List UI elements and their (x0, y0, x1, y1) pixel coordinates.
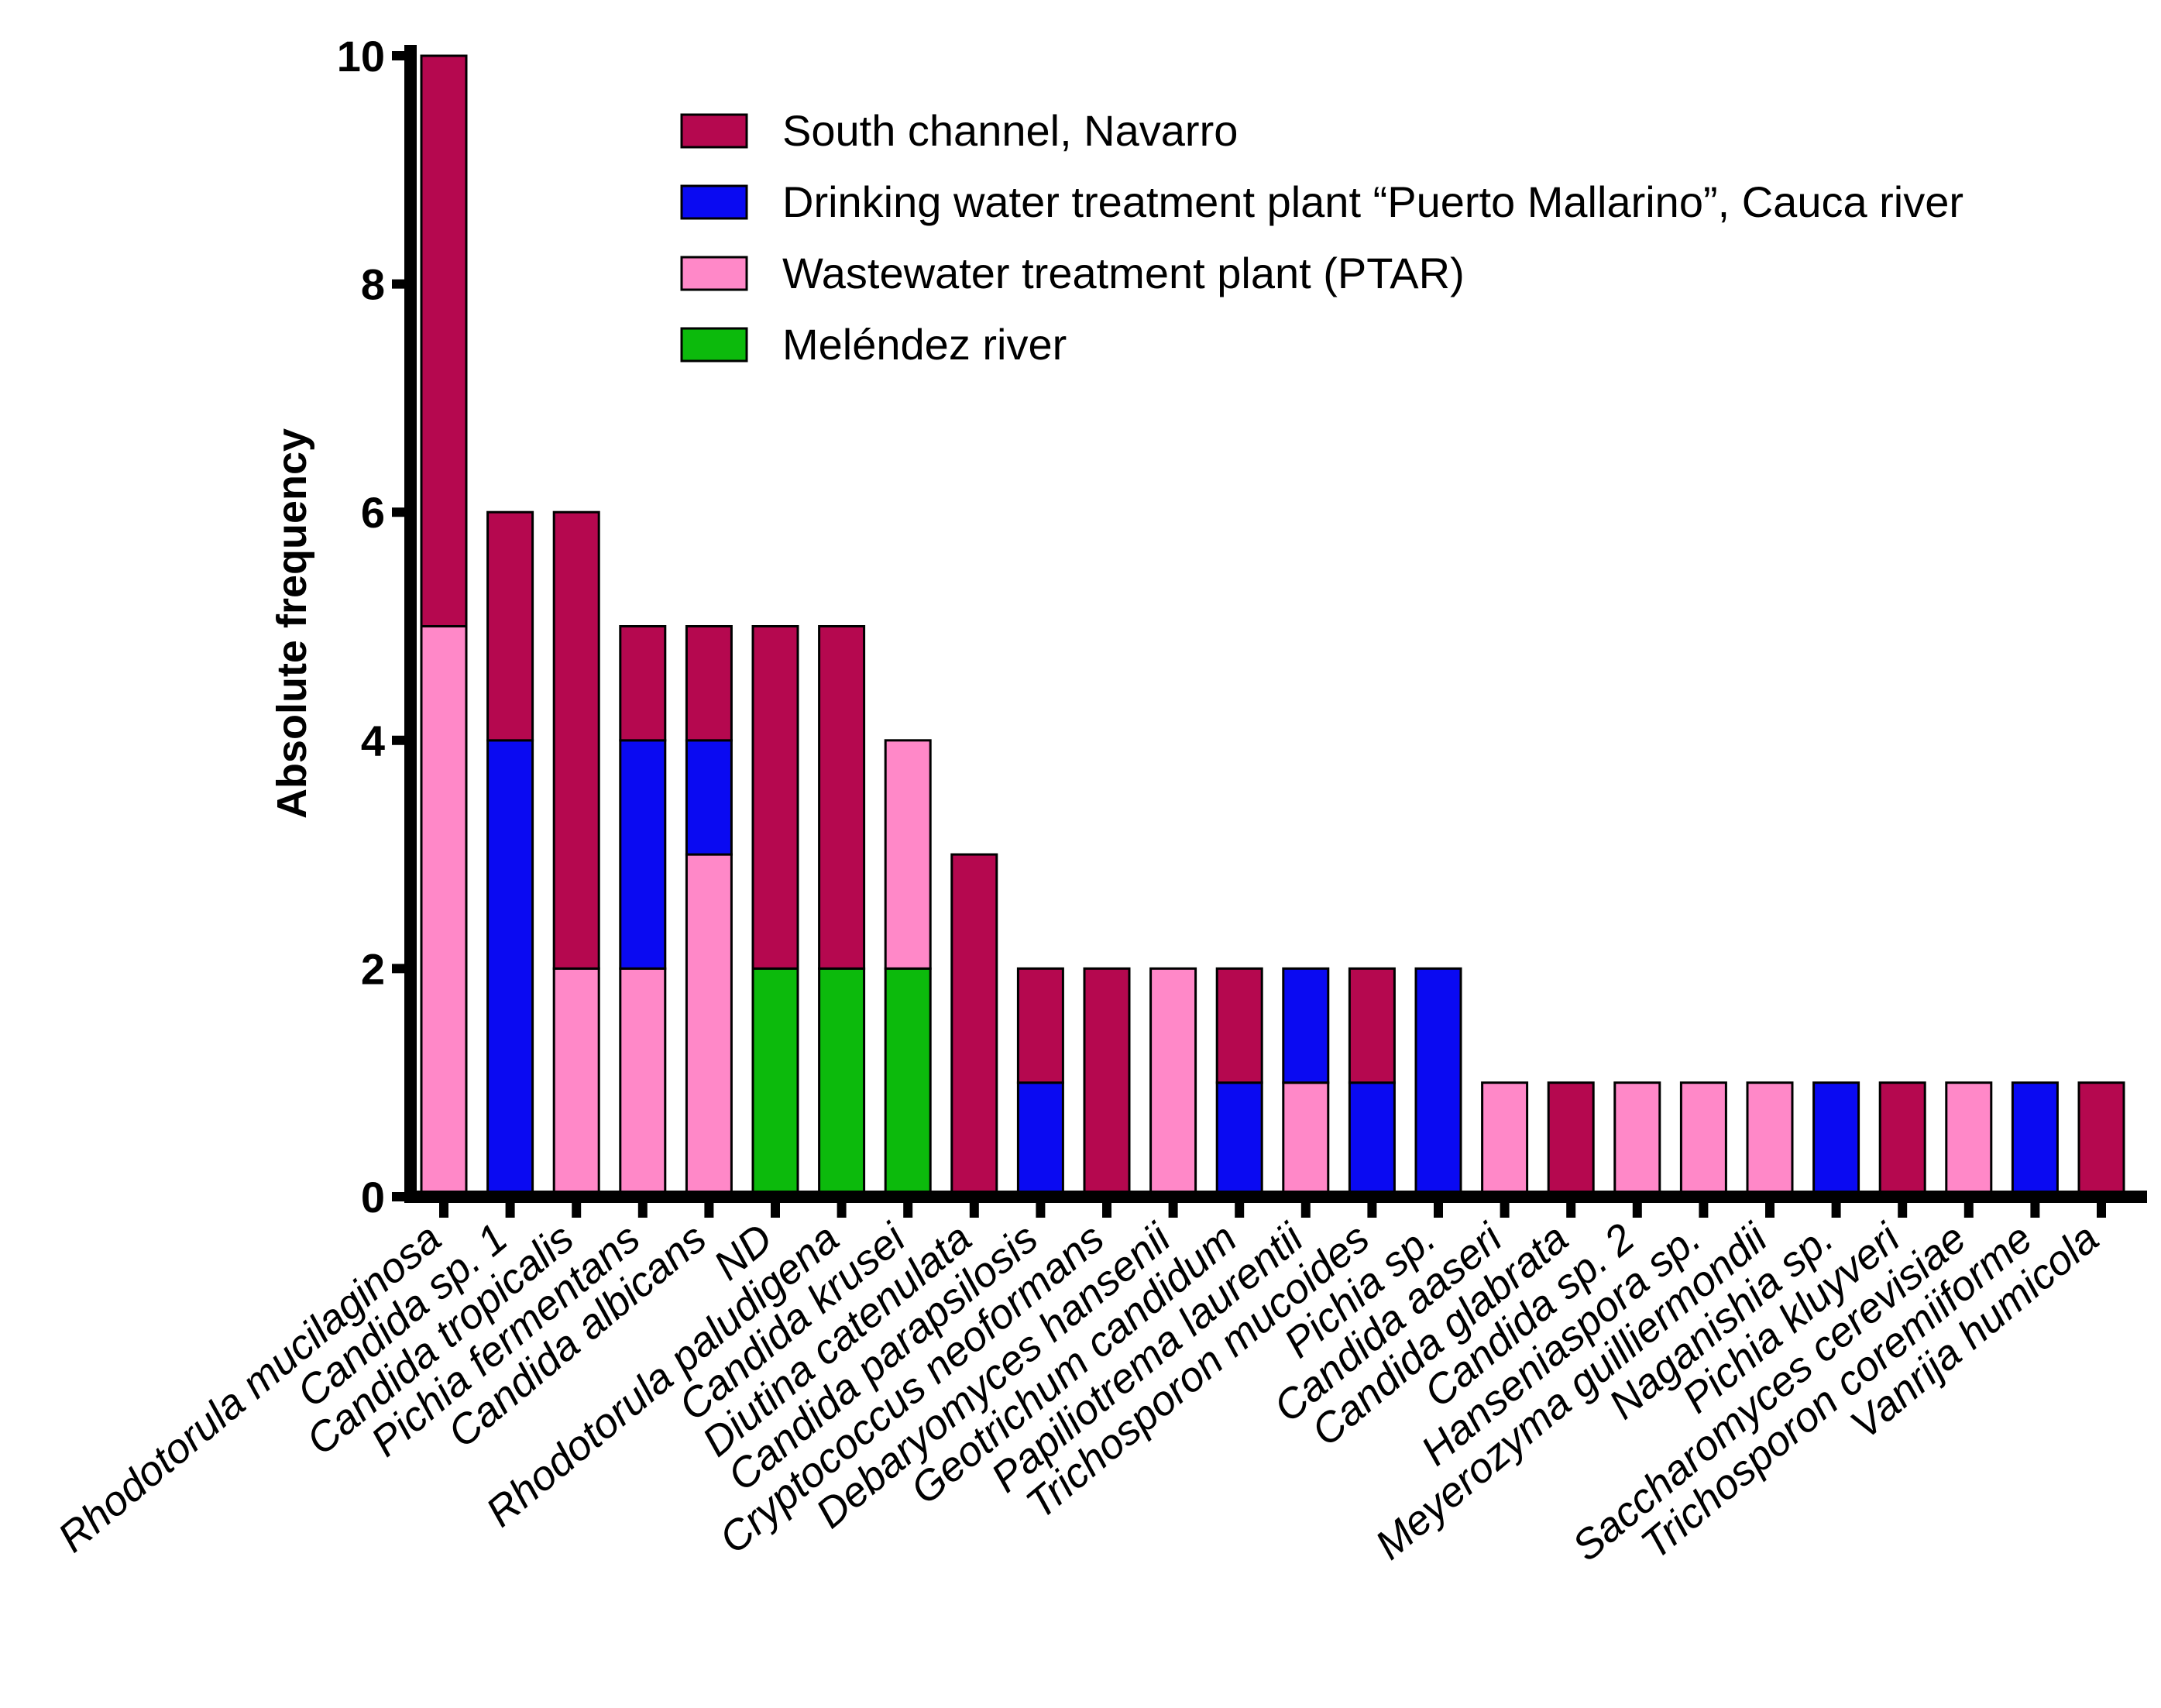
bar-segment-candida-sp-1-drinking-water-treatment-plant-puerto-mallarino-cauca-river (486, 739, 534, 1198)
legend-swatch-south-channel-navarro (680, 113, 748, 149)
legend-swatch-wastewater-treatment-plant-ptar (680, 256, 748, 291)
bar-segment-candida-aaseri-wastewater-treatment-plant-ptar (1481, 1081, 1529, 1198)
bar-segment-diutina-catenulata-south-channel-navarro (950, 853, 998, 1198)
bar-segment-rhodotorula-paludigena-south-channel-navarro (818, 625, 866, 970)
y-tick-label: 10 (337, 32, 385, 81)
y-ticks: 0 2 4 6 8 10 (337, 32, 411, 1222)
bar-segment-candida-sp-1-south-channel-navarro (486, 510, 534, 742)
bar-segment-pichia-fermentans-south-channel-navarro (619, 625, 667, 742)
bar-segment-candida-tropicalis-south-channel-navarro (552, 510, 600, 970)
bar-segment-candida-glabrata-south-channel-navarro (1547, 1081, 1595, 1198)
bar-segment-cryptococcus-neoformans-south-channel-navarro (1083, 967, 1131, 1198)
bar-segment-pichia-sp-drinking-water-treatment-plant-puerto-mallarino-cauca-river (1414, 967, 1462, 1198)
bar-segment-trichosporon-mucoides-south-channel-navarro (1348, 967, 1396, 1084)
bar-segment-rhodotorula-paludigena-mel-ndez-river (818, 967, 866, 1198)
legend-label-drinking-water-treatment-plant-puerto-mallarino-cauca-river: Drinking water treatment plant “Puerto M… (782, 177, 1963, 226)
bar-segment-debaryomyces-hansenii-wastewater-treatment-plant-ptar (1149, 967, 1197, 1198)
legend-swatch-mel-ndez-river (680, 327, 748, 363)
legend-swatch-drinking-water-treatment-plant-puerto-mallarino-cauca-river (680, 184, 748, 220)
legend: South channel, Navarro Drinking water tre… (680, 106, 1963, 369)
bar-segment-pichia-fermentans-drinking-water-treatment-plant-puerto-mallarino-cauca-river (619, 739, 667, 970)
bar-segment-vanrija-humicola-south-channel-navarro (2077, 1081, 2125, 1198)
bar-segment-candida-parapsilosis-south-channel-navarro (1016, 967, 1064, 1084)
y-tick-label: 2 (361, 944, 385, 993)
y-tick-label: 6 (361, 488, 385, 537)
bar-segment-saccharomyces-cerevisiae-wastewater-treatment-plant-ptar (1945, 1081, 1993, 1198)
bar-segment-hanseniaspora-sp-wastewater-treatment-plant-ptar (1679, 1081, 1727, 1198)
bar-segment-naganishia-sp-drinking-water-treatment-plant-puerto-mallarino-cauca-river (1812, 1081, 1860, 1198)
y-axis-title: Absolute frequency (269, 428, 315, 819)
bars-layer (420, 54, 2125, 1198)
bar-segment-nd-mel-ndez-river (751, 967, 799, 1198)
legend-label-wastewater-treatment-plant-ptar: Wastewater treatment plant (PTAR) (782, 249, 1465, 297)
bar-segment-candida-krusei-wastewater-treatment-plant-ptar (884, 739, 932, 970)
bar-segment-candida-sp-2-wastewater-treatment-plant-ptar (1613, 1081, 1661, 1198)
bar-segment-geotrichum-candidum-south-channel-navarro (1215, 967, 1263, 1084)
bar-segment-rhodotorula-mucilaginosa-wastewater-treatment-plant-ptar (420, 625, 468, 1198)
bar-segment-nd-south-channel-navarro (751, 625, 799, 970)
bar-segment-papiliotrema-laurentii-wastewater-treatment-plant-ptar (1282, 1081, 1330, 1198)
bar-segment-candida-albicans-drinking-water-treatment-plant-puerto-mallarino-cauca-river (685, 739, 733, 856)
bar-segment-papiliotrema-laurentii-drinking-water-treatment-plant-puerto-mallarino-cauca-river (1282, 967, 1330, 1084)
bar-segment-candida-krusei-mel-ndez-river (884, 967, 932, 1198)
bar-segment-rhodotorula-mucilaginosa-south-channel-navarro (420, 54, 468, 627)
bar-segment-trichosporon-mucoides-drinking-water-treatment-plant-puerto-mallarino-cauca-river (1348, 1081, 1396, 1198)
bar-segment-candida-albicans-wastewater-treatment-plant-ptar (685, 853, 733, 1198)
bar-segment-meyerozyma-guilliermondii-wastewater-treatment-plant-ptar (1746, 1081, 1794, 1198)
y-tick-label: 4 (361, 717, 385, 765)
bar-segment-candida-tropicalis-wastewater-treatment-plant-ptar (552, 967, 600, 1198)
bar-segment-geotrichum-candidum-drinking-water-treatment-plant-puerto-mallarino-cauca-river (1215, 1081, 1263, 1198)
bar-segment-pichia-kluyveri-south-channel-navarro (1878, 1081, 1926, 1198)
y-tick-label: 0 (361, 1173, 385, 1222)
bar-segment-candida-albicans-south-channel-navarro (685, 625, 733, 742)
legend-label-mel-ndez-river: Meléndez river (782, 320, 1067, 369)
bar-segment-trichosporon-coremiiforme-drinking-water-treatment-plant-puerto-mallarino-cauca-river (2011, 1081, 2059, 1198)
y-tick-label: 8 (361, 260, 385, 309)
bar-segment-candida-parapsilosis-drinking-water-treatment-plant-puerto-mallarino-cauca-river (1016, 1081, 1064, 1198)
bar-segment-pichia-fermentans-wastewater-treatment-plant-ptar (619, 967, 667, 1198)
legend-label-south-channel-navarro: South channel, Navarro (782, 106, 1238, 155)
